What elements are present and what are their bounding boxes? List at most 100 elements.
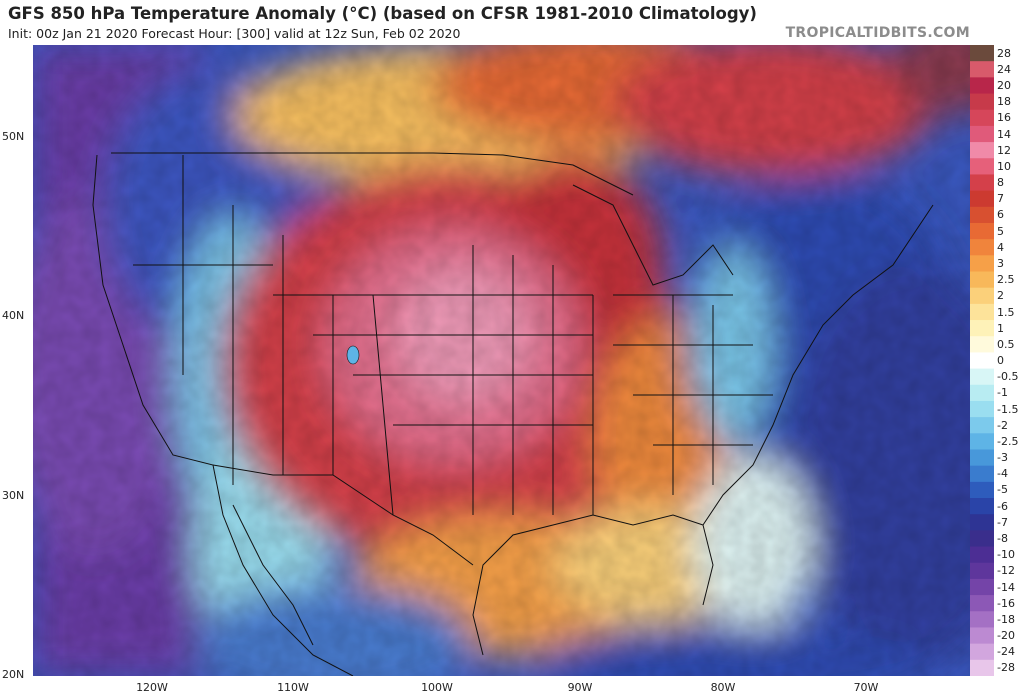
lat-label-40n: 40N — [2, 309, 25, 322]
colorbar-level-label: -2 — [997, 418, 1008, 432]
colorbar-swatch — [970, 659, 994, 676]
gulf-of-california-outline — [232, 504, 314, 646]
colorbar-level-label: -24 — [997, 645, 1015, 659]
colorbar-level-label: 1 — [997, 321, 1004, 335]
great-lakes-outline — [572, 184, 734, 286]
lon-label-110w: 110W — [277, 681, 309, 694]
colorbar-level-label: 7 — [997, 192, 1004, 206]
colorbar-swatch — [970, 336, 994, 353]
colorbar-swatch — [970, 514, 994, 531]
gulf-coast-outline — [472, 514, 704, 656]
colorbar-level-label: -0.5 — [997, 370, 1019, 384]
colorbar-level-label: 4 — [997, 240, 1004, 254]
lon-label-70w: 70W — [853, 681, 879, 694]
colorado-cold-spot — [346, 345, 360, 365]
colorbar-swatch — [970, 481, 994, 499]
map-subtitle: Init: 00z Jan 21 2020 Forecast Hour: [30… — [8, 26, 461, 41]
colorbar-level-label: 14 — [997, 127, 1011, 141]
colorbar-level-label: -3 — [997, 451, 1008, 465]
colorbar-level-label: -1 — [997, 386, 1008, 400]
colorbar-level-label: 2.5 — [997, 273, 1015, 287]
colorbar-swatch — [970, 287, 994, 305]
colorbar-swatch — [970, 239, 994, 256]
colorbar-swatch — [970, 190, 994, 208]
colorbar-swatch — [970, 530, 994, 548]
lat-label-20n: 20N — [2, 668, 25, 681]
colorbar-level-label: -8 — [997, 532, 1008, 545]
colorbar-level-label: -12 — [997, 564, 1015, 578]
lon-label-120w: 120W — [136, 681, 168, 694]
colorbar-swatch — [970, 158, 994, 175]
political-boundaries — [92, 152, 934, 676]
colorbar-swatch — [970, 222, 994, 240]
lat-label-50n: 50N — [2, 130, 25, 143]
colorbar-level-label: -14 — [997, 580, 1015, 594]
colorbar-swatch — [970, 611, 994, 628]
colorbar-level-label: -2.5 — [997, 434, 1019, 448]
colorbar-swatch — [970, 498, 994, 515]
colorbar-level-label: 16 — [997, 111, 1011, 125]
colorbar-swatch — [970, 109, 994, 127]
colorbar-level-label: 0.5 — [997, 337, 1015, 351]
state-line-west — [133, 155, 394, 516]
colorbar-level-label: 0 — [997, 354, 1004, 367]
colorbar-level-label: 2 — [997, 289, 1004, 303]
canada-us-border — [111, 152, 634, 196]
colorbar-level-label: -16 — [997, 596, 1015, 610]
colorbar-swatch — [970, 627, 994, 645]
temperature-anomaly-map — [33, 45, 970, 676]
colorbar-swatch — [970, 417, 994, 434]
site-watermark: TROPICALTIDBITS.COM — [785, 25, 970, 41]
colorbar-swatch — [970, 255, 994, 273]
colorbar-level-label: -20 — [997, 629, 1015, 643]
colorbar-swatch — [970, 142, 994, 159]
state-line-central — [273, 245, 594, 515]
colorbar-level-label: -28 — [997, 661, 1015, 675]
lon-label-90w: 90W — [567, 681, 593, 694]
colorbar-swatch — [970, 352, 994, 370]
colorbar-swatch — [970, 206, 994, 224]
colorbar-swatch — [970, 271, 994, 289]
colorbar-swatch — [970, 61, 994, 78]
colorbar-level-label: 1.5 — [997, 305, 1015, 319]
colorbar-level-label: 10 — [997, 159, 1011, 173]
colorbar-swatch — [970, 320, 994, 337]
colorbar-swatch — [970, 45, 994, 62]
colorbar-swatch — [970, 562, 994, 580]
colorbar-level-label: 20 — [997, 78, 1011, 92]
map-title: GFS 850 hPa Temperature Anomaly (°C) (ba… — [8, 4, 757, 23]
mexico-border — [212, 464, 474, 566]
colorbar-swatch — [970, 465, 994, 483]
colorbar-level-label: 3 — [997, 256, 1004, 270]
colorbar-swatch — [970, 546, 994, 564]
colorbar-swatch — [970, 595, 994, 612]
colorbar-level-label: 24 — [997, 62, 1011, 76]
west-coast-outline — [92, 154, 354, 676]
colorbar-swatch — [970, 368, 994, 386]
colorbar-swatch — [970, 643, 994, 661]
lon-label-100w: 100W — [421, 681, 453, 694]
colorbar-swatch — [970, 174, 994, 192]
colorbar-swatch — [970, 93, 994, 111]
colorbar-swatch — [970, 303, 994, 321]
colorbar-level-label: -7 — [997, 515, 1008, 529]
colorbar-level-label: 18 — [997, 95, 1011, 109]
colorbar-level-label: -4 — [997, 467, 1008, 481]
colorbar-swatch — [970, 449, 994, 467]
colorbar-level-label: -18 — [997, 612, 1015, 626]
colorbar-swatch — [970, 77, 994, 95]
field-texture — [33, 45, 970, 676]
lat-label-30n: 30N — [2, 489, 25, 502]
colorbar-level-label: 6 — [997, 208, 1004, 222]
colorbar-level-label: -5 — [997, 483, 1008, 497]
colorbar-level-label: 28 — [997, 46, 1011, 60]
colorbar-level-label: 8 — [997, 176, 1004, 189]
lon-label-80w: 80W — [710, 681, 736, 694]
colorbar-swatch — [970, 400, 994, 418]
colorbar-level-label: 5 — [997, 224, 1004, 238]
colorbar-level-label: -1.5 — [997, 402, 1019, 416]
state-line-east — [613, 294, 773, 495]
colorbar-swatch — [970, 433, 994, 450]
colorbar — [970, 45, 994, 676]
east-coast-outline — [702, 204, 934, 606]
